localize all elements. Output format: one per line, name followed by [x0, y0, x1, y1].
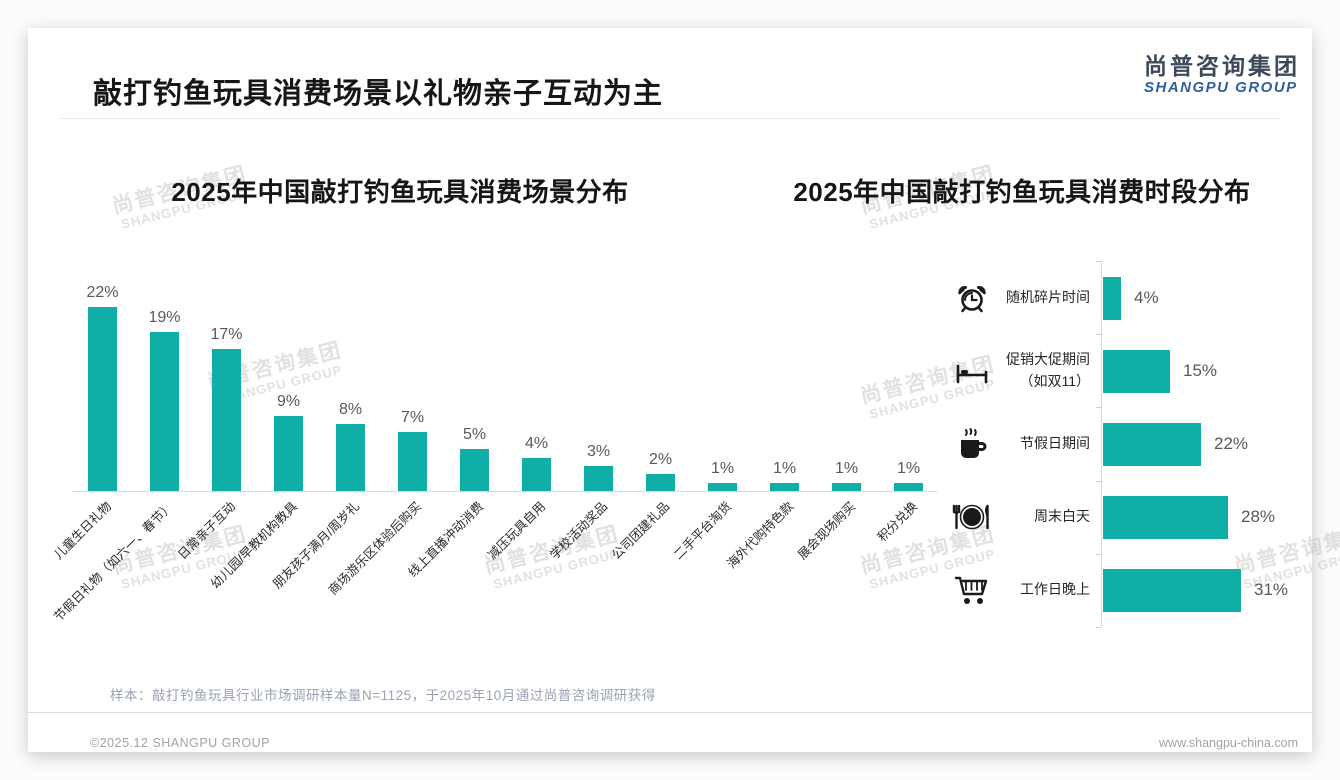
bar-0 [88, 307, 117, 491]
y-axis-tick [1096, 334, 1101, 336]
bar-value-label: 1% [834, 460, 859, 477]
shopping-cart-icon [950, 571, 994, 609]
bar-3 [1103, 495, 1228, 539]
bar-value-label: 7% [400, 409, 425, 426]
right-chart-y-axis [1101, 261, 1102, 627]
bar-category-label: 公司团建礼品 [608, 499, 672, 563]
row-category-label: 周末白天 [1034, 508, 1090, 525]
bar-category-label: 二手平台淘货 [670, 499, 734, 563]
bar-category-label: 节假日礼物（如六一、春节） [50, 499, 176, 625]
coffee-cup-icon [950, 425, 994, 463]
page-title: 敲打钓鱼玩具消费场景以礼物亲子互动为主 [93, 78, 664, 110]
bar-value-label: 3% [586, 443, 611, 460]
bar-8 [584, 466, 613, 491]
bar-category-label: 日常亲子互动 [174, 499, 238, 563]
dining-plate-icon [950, 498, 994, 536]
bar-value-label: 1% [896, 460, 921, 477]
y-axis-tick [1096, 407, 1101, 409]
company-logo: 尚普咨询集团 SHANGPU GROUP [1144, 53, 1300, 97]
bar-category-label: 海外代购特色款 [723, 499, 796, 572]
bar-10 [708, 483, 737, 491]
sample-footnote: 样本：敲打钓鱼玩具行业市场调研样本量N=1125，于2025年10月通过尚普咨询… [110, 688, 656, 703]
y-axis-tick [1096, 480, 1101, 482]
footer-divider [28, 712, 1312, 713]
header-divider [60, 118, 1280, 119]
row-category-label: 工作日晚上 [1020, 581, 1090, 598]
bar-category-label: 线上直播冲动消费 [405, 499, 486, 580]
bar-value-label: 9% [276, 393, 301, 410]
y-axis-tick [1096, 261, 1101, 262]
bar-1 [150, 332, 179, 491]
row-category-label: 促销大促期间 （如双11） [1006, 351, 1090, 389]
bar-category-label: 减压玩具自用 [484, 499, 548, 563]
logo-text-en: SHANGPU GROUP [1144, 79, 1298, 97]
slide-card [28, 28, 1312, 752]
bar-9 [646, 474, 675, 491]
bar-13 [894, 483, 923, 491]
bar-5 [398, 432, 427, 491]
logo-text-cn: 尚普咨询集团 [1144, 53, 1300, 79]
row-category-label: 随机碎片时间 [1006, 289, 1090, 306]
bed-icon [950, 352, 994, 390]
bar-7 [522, 458, 551, 491]
bar-category-label: 商场游乐区体验后购买 [325, 499, 424, 598]
bar-value-label: 15% [1183, 361, 1218, 380]
bar-value-label: 4% [524, 435, 549, 452]
bar-11 [770, 483, 799, 491]
bar-value-label: 1% [710, 460, 735, 477]
alarm-clock-icon [950, 279, 994, 317]
footer-website: www.shangpu-china.com [1159, 736, 1298, 750]
bar-2 [212, 349, 241, 491]
y-axis-tick [1096, 627, 1101, 628]
bar-3 [274, 416, 303, 491]
row-category-label: 节假日期间 [1020, 435, 1090, 452]
bar-value-label: 1% [772, 460, 797, 477]
bar-category-label: 幼儿园/早教机构教具 [207, 499, 300, 592]
bar-value-label: 31% [1254, 580, 1289, 599]
bar-value-label: 17% [210, 326, 243, 343]
bar-value-label: 22% [1214, 434, 1249, 453]
bar-value-label: 8% [338, 401, 363, 418]
y-axis-tick [1096, 553, 1101, 555]
bar-value-label: 4% [1134, 288, 1159, 307]
bar-12 [832, 483, 861, 491]
bar-4 [1103, 568, 1241, 612]
bar-6 [460, 449, 489, 491]
bar-category-label: 积分兑换 [874, 499, 920, 545]
bar-2 [1103, 422, 1201, 466]
bar-value-label: 28% [1241, 507, 1276, 526]
footer-copyright: ©2025.12 SHANGPU GROUP [90, 736, 270, 750]
bar-category-label: 朋友孩子满月/周岁礼 [269, 499, 362, 592]
left-chart-title: 2025年中国敲打钓鱼玩具消费场景分布 [171, 177, 629, 207]
bar-0 [1103, 276, 1121, 320]
bar-value-label: 22% [86, 284, 119, 301]
bar-value-label: 2% [648, 451, 673, 468]
bar-1 [1103, 349, 1170, 393]
bar-category-label: 学校活动奖品 [546, 499, 610, 563]
right-chart-title: 2025年中国敲打钓鱼玩具消费时段分布 [793, 177, 1251, 207]
bar-4 [336, 424, 365, 491]
bar-value-label: 5% [462, 426, 487, 443]
bar-value-label: 19% [148, 309, 181, 326]
bar-category-label: 展会现场购买 [794, 499, 858, 563]
left-chart-x-axis [73, 491, 937, 492]
